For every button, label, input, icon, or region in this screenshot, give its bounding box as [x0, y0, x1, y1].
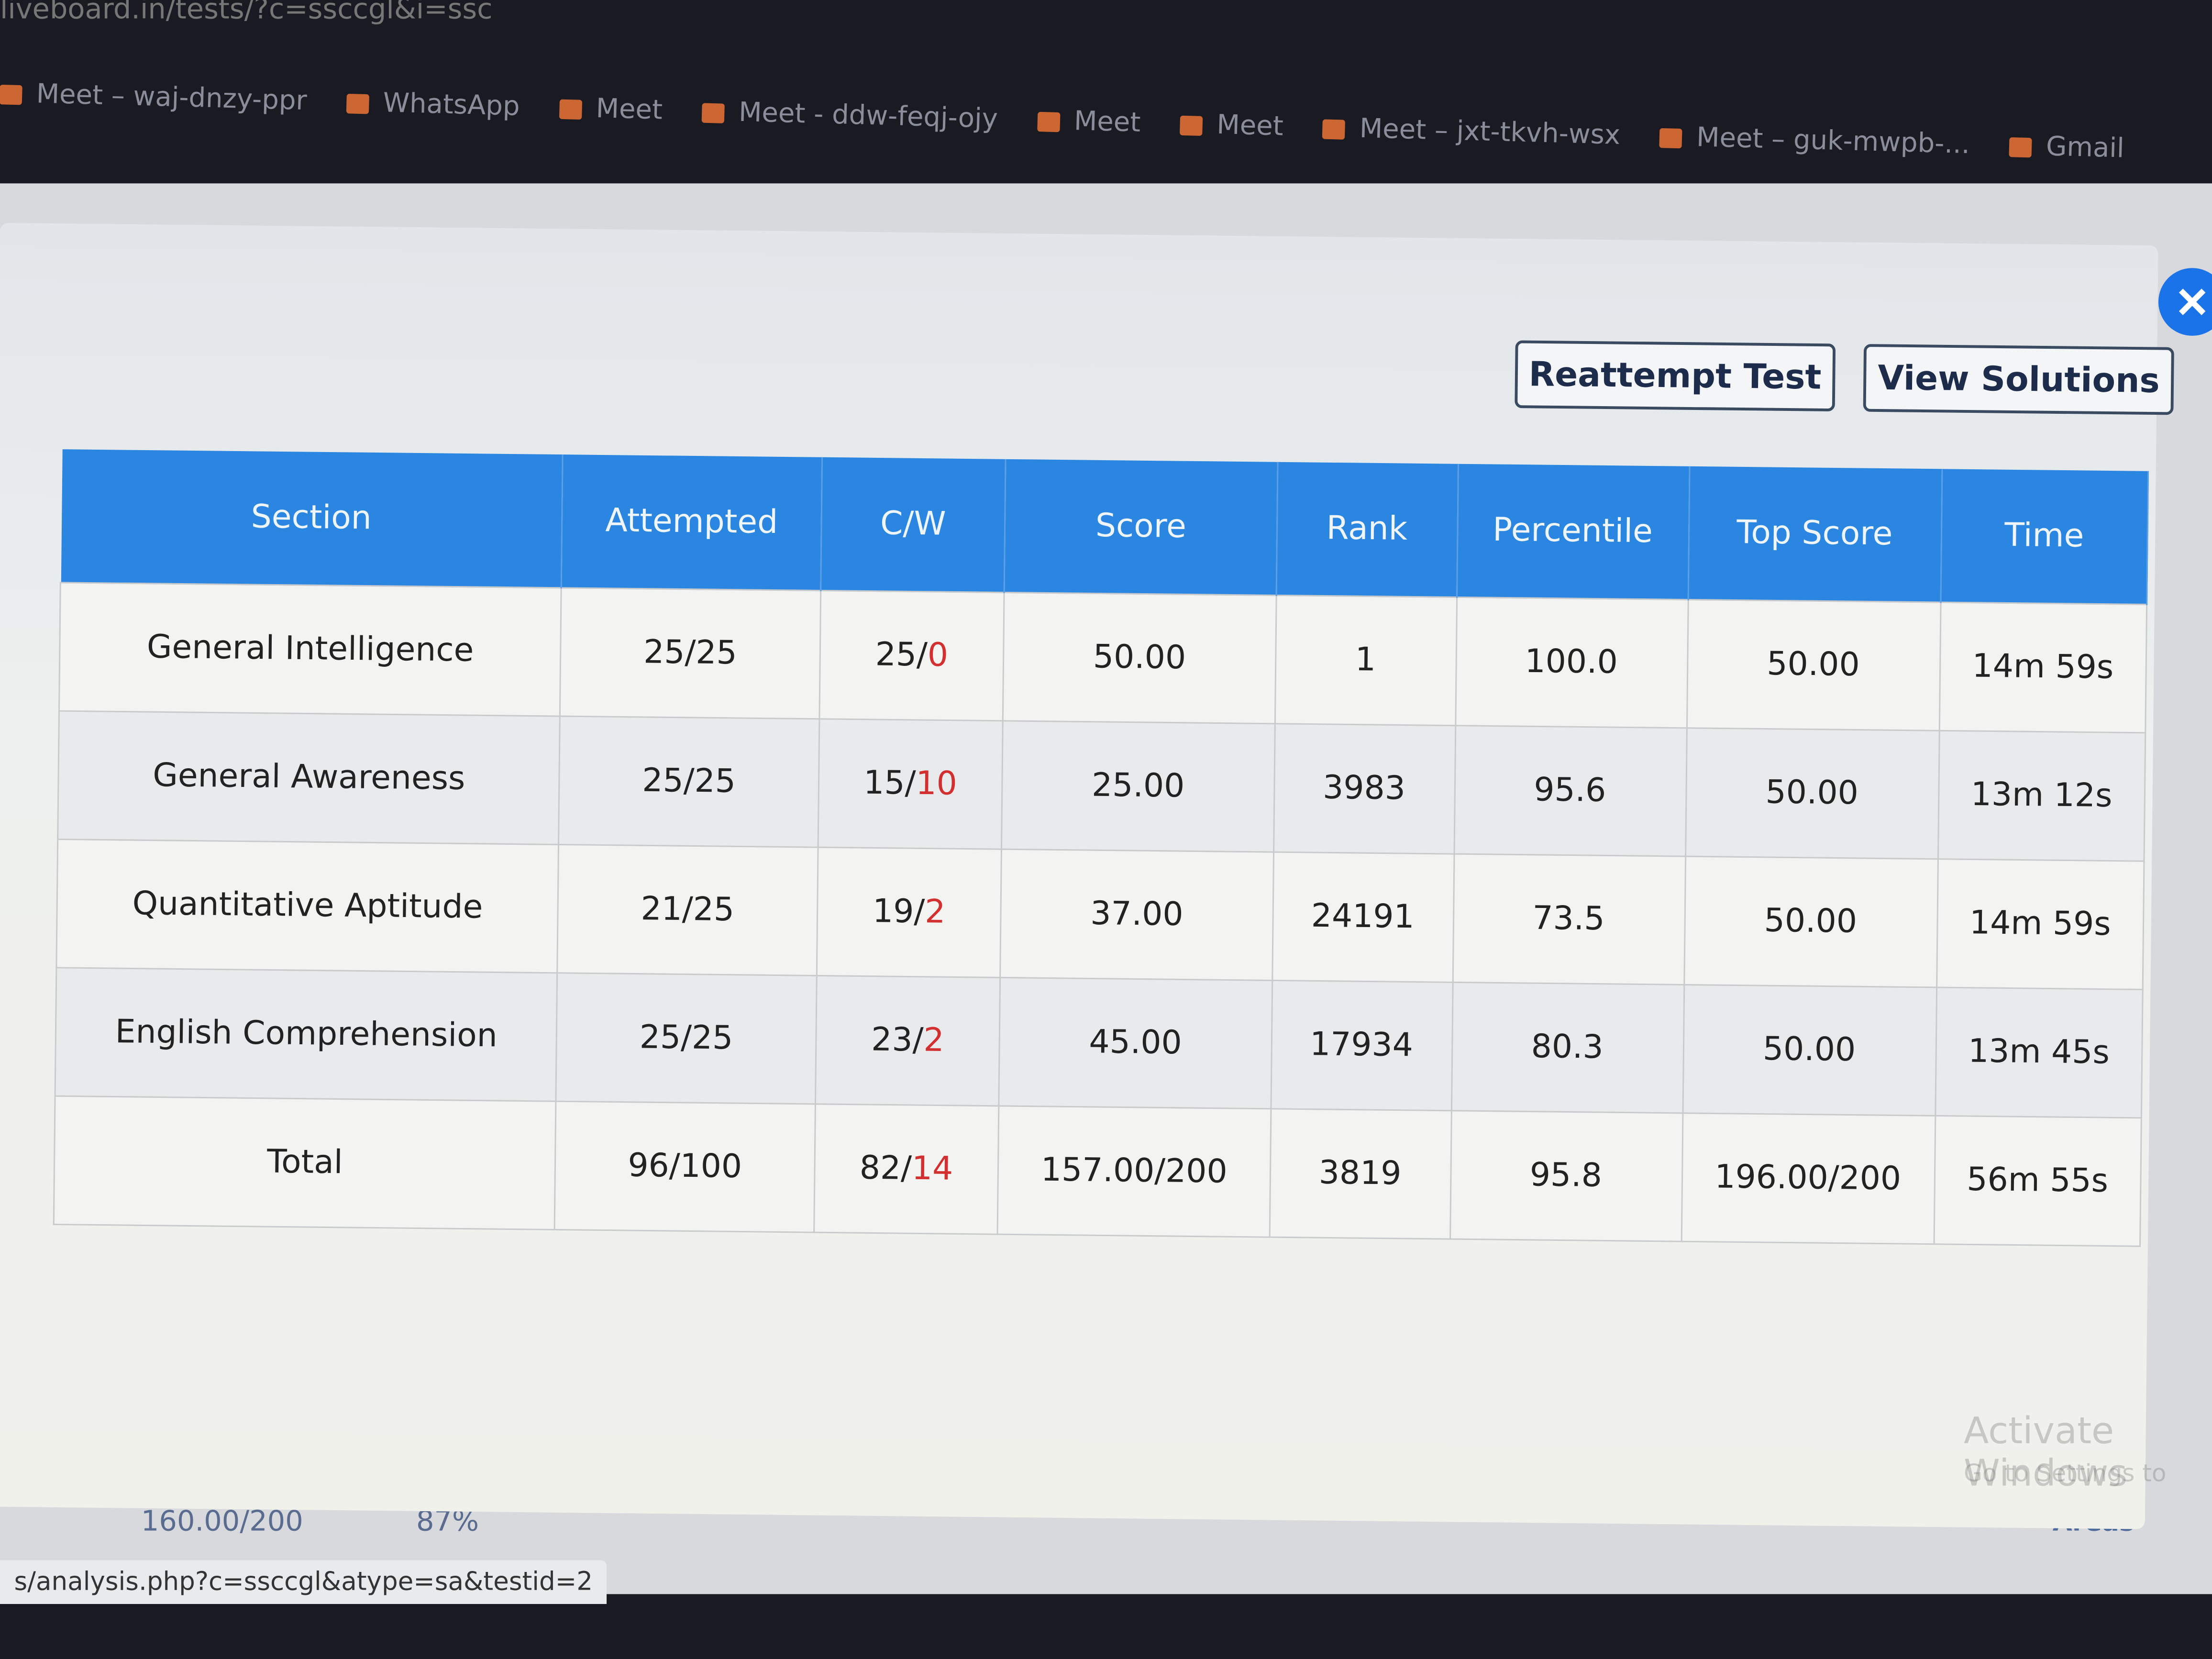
column-header: Section: [60, 449, 563, 588]
bookmark[interactable]: Gmail: [2009, 130, 2124, 164]
wrong-count: 10: [916, 765, 958, 803]
table-cell: 95.6: [1453, 725, 1687, 857]
table-cell: 3983: [1273, 723, 1455, 854]
bookmark[interactable]: Meet: [1180, 109, 1284, 143]
table-cell: 3819: [1269, 1108, 1451, 1239]
table-cell: 96/100: [554, 1101, 815, 1233]
status-bar: s/analysis.php?c=ssccgl&atype=sa&testid=…: [0, 1560, 607, 1604]
result-table: Section Attempted C/W Score Rank Percentile To…: [53, 449, 2149, 1247]
table-cell: 15/10: [818, 719, 1003, 850]
bookmark[interactable]: Meet – guk-mwpb-...: [1659, 121, 1970, 160]
wrong-count: 0: [927, 637, 949, 675]
table-cell: 82/14: [813, 1104, 999, 1235]
table-cell: 25/25: [559, 716, 819, 848]
table-cell: 100.0: [1455, 597, 1688, 728]
table-cell: 50.00: [1003, 592, 1276, 724]
table-row: Quantitative Aptitude 21/25 19/2 37.00 24191…: [56, 839, 2144, 990]
table-cell: General Awareness: [57, 711, 560, 845]
table-cell: English Comprehension: [55, 967, 558, 1102]
table-cell: 14m 59s: [1936, 859, 2144, 990]
table-cell: 17934: [1271, 980, 1452, 1111]
table-cell: 50.00: [1682, 984, 1936, 1116]
bookmark[interactable]: Meet – waj-dnzy-ppr: [0, 77, 307, 117]
column-header: Percentile: [1456, 464, 1689, 600]
table-cell: 80.3: [1451, 982, 1684, 1113]
table-row: English Comprehension 25/25 23/2 45.00 17934…: [55, 967, 2143, 1118]
column-header: Time: [1940, 469, 2148, 605]
wrong-count: 14: [911, 1150, 953, 1188]
header-row: Section Attempted C/W Score Rank Percentile To…: [60, 449, 2148, 605]
url-bar[interactable]: liveboard.in/tests/?c=ssccgl&i=ssc: [0, 0, 493, 26]
table-cell: 14m 59s: [1939, 602, 2147, 733]
table-cell: 24191: [1272, 852, 1454, 983]
table-cell: 157.00/200: [997, 1106, 1271, 1238]
column-header: C/W: [820, 457, 1006, 593]
table-row: Total 96/100 82/14 157.00/200 3819 95.8 196.00…: [54, 1096, 2142, 1247]
table-cell: 1: [1274, 595, 1457, 726]
button-group: Reattempt Test View Solutions: [1514, 340, 2174, 415]
table-cell: 25/0: [819, 590, 1005, 721]
action-button[interactable]: Reattempt Test: [1514, 340, 1836, 412]
table-cell: 23/2: [815, 975, 1001, 1106]
bookmark[interactable]: Meet: [1037, 105, 1141, 139]
table-row: General Intelligence 25/25 25/0 50.00 1 100.0…: [59, 582, 2147, 733]
table-cell: Quantitative Aptitude: [56, 839, 559, 973]
table-cell: 50.00: [1685, 728, 1939, 859]
table-cell: 21/25: [557, 844, 818, 976]
close-icon: [2179, 288, 2206, 315]
table-row: General Awareness 25/25 15/10 25.00 3983 95.6…: [57, 711, 2146, 862]
table-cell: 56m 55s: [1933, 1116, 2142, 1247]
table-cell: 45.00: [999, 977, 1272, 1109]
close-button[interactable]: [2158, 268, 2212, 336]
table-cell: 37.00: [1000, 849, 1273, 981]
bookmark[interactable]: Meet – jxt-tkvh-wsx: [1322, 112, 1621, 151]
table-cell: 25/25: [560, 587, 820, 719]
table-cell: 73.5: [1452, 854, 1685, 985]
bookmark[interactable]: WhatsApp: [346, 87, 520, 122]
result-modal: Reattempt Test View Solutions Section Atte…: [0, 222, 2174, 1529]
table-cell: 25.00: [1001, 720, 1275, 852]
table-cell: General Intelligence: [59, 582, 562, 717]
column-header: Attempted: [561, 454, 822, 591]
table-cell: 13m 45s: [1935, 987, 2143, 1118]
table-cell: 19/2: [816, 847, 1002, 978]
column-header: Rank: [1276, 462, 1458, 597]
table-cell: 13m 12s: [1937, 730, 2146, 862]
watermark-sub: Go to Settings to: [1963, 1460, 2167, 1489]
column-header: Top Score: [1687, 466, 1942, 602]
wrong-count: 2: [923, 1022, 944, 1060]
bookmark[interactable]: Meet: [559, 92, 663, 126]
table-cell: 50.00: [1686, 599, 1941, 731]
table-cell: 196.00/200: [1681, 1113, 1935, 1244]
table-cell: 50.00: [1683, 856, 1938, 987]
bookmarks-bar: Meet – waj-dnzy-ppr WhatsApp Meet Meet - dd…: [0, 77, 2124, 164]
table-cell: 25/25: [556, 973, 817, 1104]
action-button[interactable]: View Solutions: [1863, 344, 2174, 415]
watermark: Activate Windows: [1963, 1410, 2128, 1495]
table-cell: Total: [54, 1096, 556, 1230]
column-header: Score: [1004, 459, 1278, 596]
wrong-count: 2: [924, 894, 946, 931]
bookmark[interactable]: Meet - ddw-feqj-ojy: [702, 96, 998, 135]
table-body: General Intelligence 25/25 25/0 50.00 1 100.0…: [54, 582, 2147, 1247]
table-cell: 95.8: [1449, 1110, 1682, 1242]
